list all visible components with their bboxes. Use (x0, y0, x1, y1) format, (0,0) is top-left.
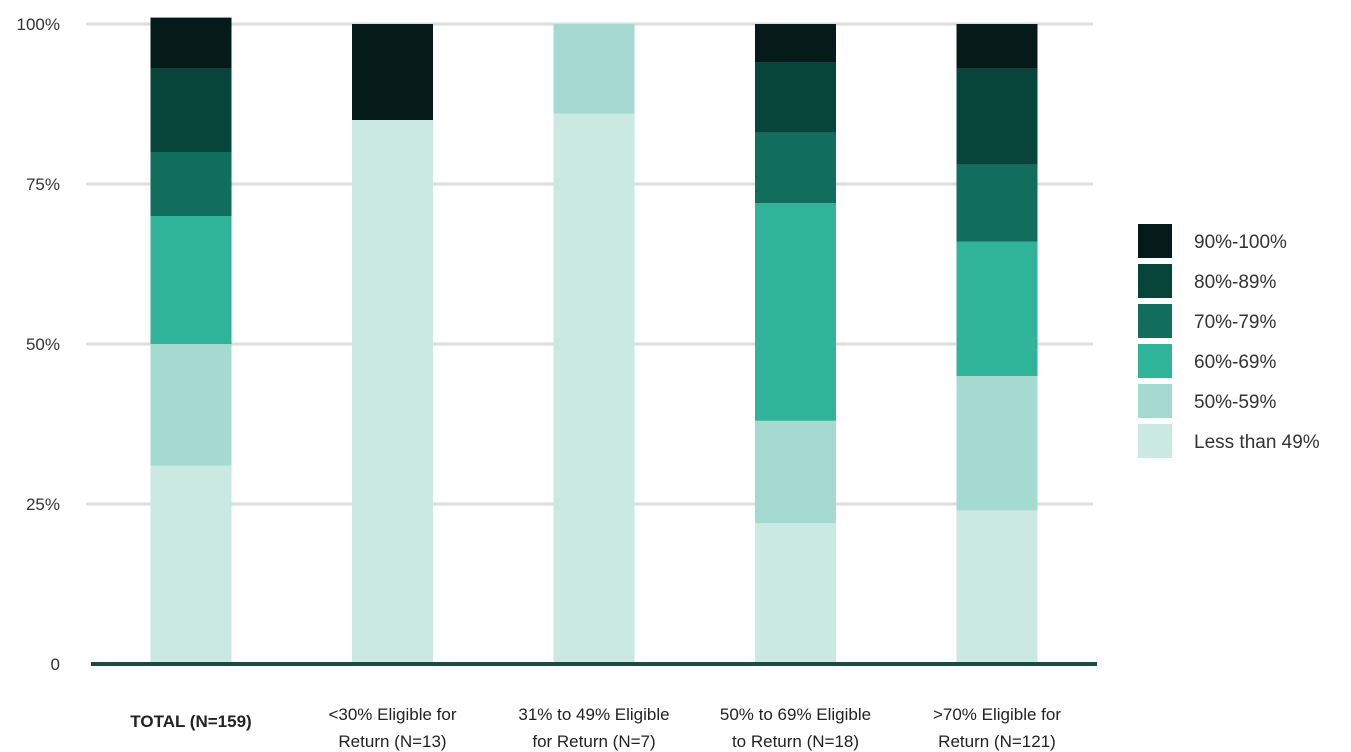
legend-swatch (1138, 384, 1172, 418)
bar-segment (755, 24, 836, 63)
bar-segment (956, 24, 1038, 69)
bar-segment (150, 344, 232, 466)
legend: 90%-100% 80%-89% 70%-79% 60%-69% 50%-59% Less… (1138, 224, 1320, 458)
legend-label: Less than 49% (1194, 432, 1320, 453)
x-category-label: 31% to 49% Eligible (518, 705, 669, 724)
bars (150, 17, 1038, 665)
bar-segment (956, 376, 1038, 511)
y-tick-label: 75% (26, 175, 60, 194)
legend-label: 50%-59% (1194, 392, 1276, 413)
x-category-label: <30% Eligible for (328, 705, 456, 724)
bar-segment (150, 152, 232, 216)
legend-swatch (1138, 424, 1172, 458)
y-axis-ticks: 0 25% 50% 75% 100% (17, 15, 60, 674)
bar-segment (553, 24, 635, 114)
x-category-label: >70% Eligible for (933, 705, 1061, 724)
x-category-label: TOTAL (N=159) (130, 712, 251, 731)
legend-swatch (1138, 344, 1172, 378)
bar-segment (755, 523, 836, 664)
bar-segment (150, 68, 232, 152)
bar-segment (553, 113, 635, 665)
x-category-label: 50% to 69% Eligible (720, 705, 871, 724)
bar-segment (150, 17, 232, 69)
y-tick-label: 0 (51, 655, 60, 674)
legend-label: 90%-100% (1194, 232, 1287, 253)
bar-segment (755, 420, 836, 524)
bar-segment (352, 24, 433, 120)
bar-segment (956, 68, 1038, 165)
legend-swatch (1138, 224, 1172, 258)
bar-segment (956, 241, 1038, 376)
x-category-label: to Return (N=18) (732, 732, 859, 751)
x-axis-category-labels: TOTAL (N=159) <30% Eligible for Return (N=… (130, 705, 1061, 751)
legend-swatch (1138, 304, 1172, 338)
x-category-label: Return (N=13) (338, 732, 446, 751)
legend-label: 70%-79% (1194, 312, 1276, 333)
y-tick-label: 100% (17, 15, 60, 34)
y-tick-label: 25% (26, 495, 60, 514)
bar-segment (150, 216, 232, 344)
x-category-label: for Return (N=7) (532, 732, 655, 751)
bar-segment (956, 510, 1038, 664)
y-tick-label: 50% (26, 335, 60, 354)
bar-segment (755, 203, 836, 421)
bar-segment (150, 465, 232, 664)
bar-segment (755, 132, 836, 204)
legend-swatch (1138, 264, 1172, 298)
legend-label: 60%-69% (1194, 352, 1276, 373)
bar-segment (755, 62, 836, 133)
legend-label: 80%-89% (1194, 272, 1276, 293)
bar-segment (352, 120, 433, 664)
x-category-label: Return (N=121) (938, 732, 1056, 751)
bar-segment (956, 164, 1038, 242)
